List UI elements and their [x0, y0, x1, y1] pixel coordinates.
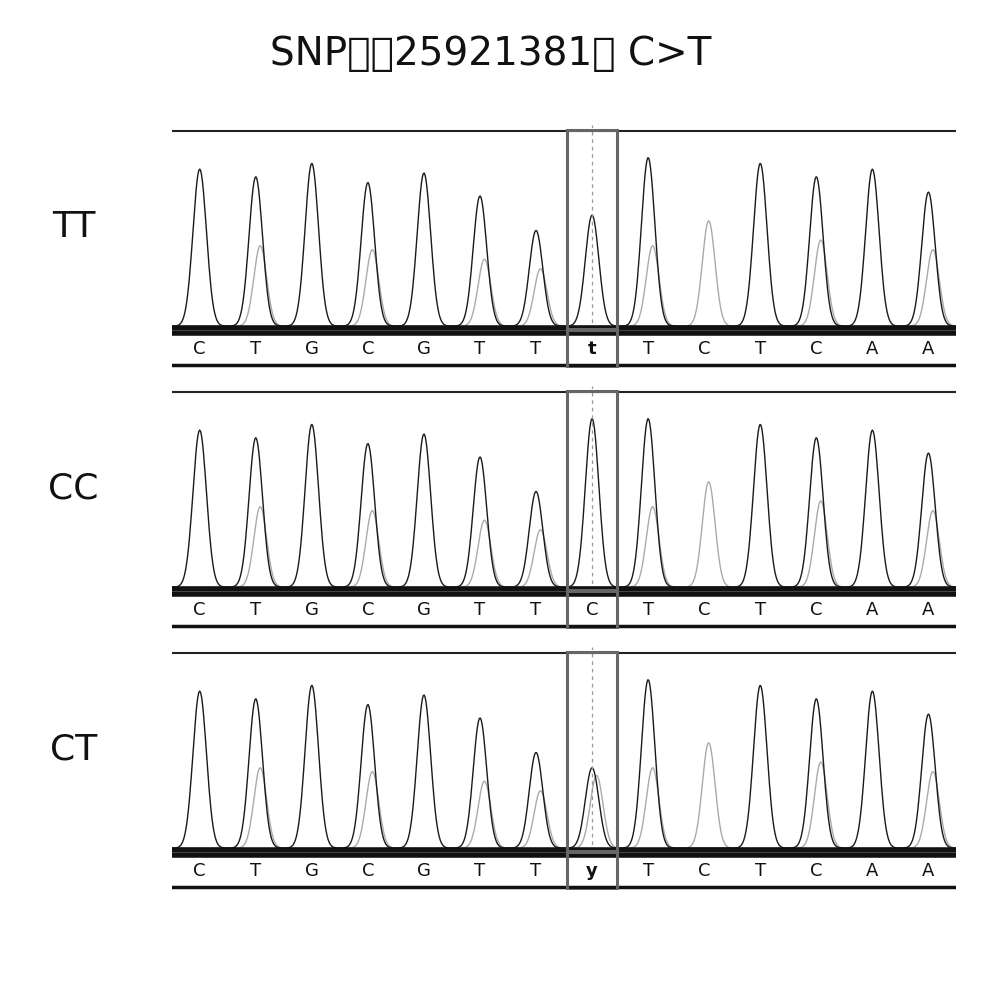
Text: T: T [475, 340, 486, 358]
Text: t: t [588, 340, 596, 358]
Text: T: T [643, 340, 653, 358]
Text: T: T [475, 601, 486, 619]
Text: T: T [250, 601, 261, 619]
Text: C: C [810, 862, 823, 880]
Text: G: G [305, 601, 319, 619]
Text: G: G [417, 862, 431, 880]
Bar [567, 852, 617, 890]
Text: G: G [417, 601, 431, 619]
Text: CT: CT [50, 732, 97, 766]
Text: C: C [810, 340, 823, 358]
Text: T: T [754, 862, 766, 880]
Text: C: C [362, 340, 374, 358]
Text: C: C [697, 340, 710, 358]
Text: G: G [417, 340, 431, 358]
Text: C: C [697, 601, 710, 619]
Text: C: C [193, 601, 206, 619]
Bar [567, 330, 617, 368]
Text: T: T [475, 862, 486, 880]
Text: A: A [922, 340, 935, 358]
Text: A: A [922, 862, 935, 880]
Text: CC: CC [48, 472, 99, 505]
Bar [567, 591, 617, 629]
Text: A: A [922, 601, 935, 619]
Text: C: C [586, 601, 598, 619]
Text: T: T [754, 340, 766, 358]
Text: T: T [531, 601, 542, 619]
Text: T: T [531, 340, 542, 358]
Text: C: C [810, 601, 823, 619]
Text: T: T [250, 862, 261, 880]
Bar [567, 652, 617, 851]
Bar [567, 130, 617, 329]
Text: A: A [866, 340, 879, 358]
Text: T: T [643, 601, 653, 619]
Text: G: G [305, 340, 319, 358]
Text: T: T [250, 340, 261, 358]
Text: A: A [866, 601, 879, 619]
Text: G: G [305, 862, 319, 880]
Text: T: T [754, 601, 766, 619]
Text: SNP位点25921381： C>T: SNP位点25921381： C>T [270, 35, 711, 73]
Text: C: C [697, 862, 710, 880]
Text: T: T [643, 862, 653, 880]
Text: A: A [866, 862, 879, 880]
Text: C: C [362, 862, 374, 880]
Text: C: C [193, 340, 206, 358]
Text: T: T [531, 862, 542, 880]
Text: C: C [362, 601, 374, 619]
Text: y: y [587, 862, 598, 880]
Text: C: C [193, 862, 206, 880]
Bar [567, 391, 617, 590]
Text: TT: TT [52, 210, 95, 244]
